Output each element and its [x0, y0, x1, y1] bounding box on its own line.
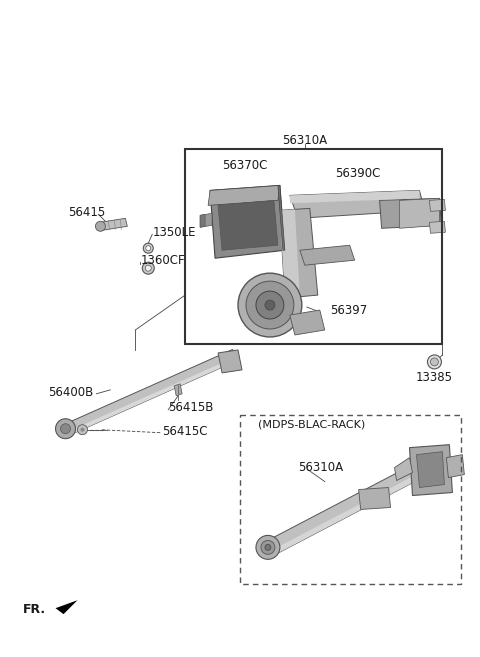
- Polygon shape: [200, 214, 212, 227]
- Text: 56370C: 56370C: [222, 159, 267, 172]
- Polygon shape: [359, 487, 391, 509]
- Text: 1360CF: 1360CF: [140, 254, 185, 267]
- Text: (MDPS-BLAC-RACK): (MDPS-BLAC-RACK): [258, 420, 365, 430]
- Circle shape: [238, 273, 302, 337]
- Polygon shape: [63, 357, 238, 437]
- Polygon shape: [280, 208, 318, 298]
- Text: FR.: FR.: [23, 602, 46, 616]
- Text: 56415C: 56415C: [162, 425, 208, 438]
- Text: 56415B: 56415B: [168, 401, 214, 415]
- Circle shape: [265, 545, 271, 551]
- Circle shape: [77, 424, 87, 435]
- Polygon shape: [210, 185, 285, 258]
- Polygon shape: [395, 458, 412, 480]
- Polygon shape: [399, 198, 439, 228]
- Polygon shape: [446, 455, 464, 478]
- Circle shape: [96, 221, 106, 231]
- Polygon shape: [100, 218, 127, 231]
- Circle shape: [81, 428, 84, 432]
- Bar: [240, 415, 461, 584]
- Polygon shape: [280, 210, 300, 298]
- Circle shape: [146, 246, 151, 251]
- Text: 56400B: 56400B: [48, 386, 94, 399]
- Text: 1350LE: 1350LE: [152, 226, 196, 238]
- Polygon shape: [218, 350, 242, 373]
- Polygon shape: [278, 185, 285, 250]
- Circle shape: [256, 291, 284, 319]
- Polygon shape: [290, 191, 424, 218]
- Circle shape: [265, 300, 275, 310]
- Polygon shape: [290, 191, 420, 204]
- Polygon shape: [417, 451, 444, 487]
- Polygon shape: [409, 445, 452, 495]
- Polygon shape: [430, 199, 445, 212]
- Text: 13385: 13385: [416, 371, 453, 384]
- Polygon shape: [218, 200, 278, 250]
- Circle shape: [60, 424, 71, 434]
- Polygon shape: [430, 221, 445, 233]
- Polygon shape: [60, 350, 238, 437]
- Text: 56397: 56397: [330, 304, 367, 317]
- Text: 56390C: 56390C: [335, 167, 380, 180]
- Circle shape: [431, 358, 438, 366]
- Circle shape: [256, 535, 280, 559]
- Circle shape: [145, 265, 151, 271]
- Text: 56310A: 56310A: [282, 134, 327, 147]
- Circle shape: [142, 262, 154, 274]
- Polygon shape: [380, 198, 442, 228]
- Circle shape: [144, 243, 153, 253]
- Polygon shape: [174, 384, 182, 396]
- Text: 56310A: 56310A: [298, 461, 343, 474]
- Text: 56415: 56415: [69, 206, 106, 219]
- Polygon shape: [56, 600, 77, 614]
- Polygon shape: [290, 310, 325, 335]
- Polygon shape: [264, 453, 443, 556]
- Polygon shape: [269, 462, 443, 556]
- Circle shape: [56, 419, 75, 439]
- Circle shape: [261, 541, 275, 555]
- Bar: [185, 148, 443, 344]
- Polygon shape: [300, 245, 355, 265]
- Circle shape: [246, 281, 294, 329]
- Polygon shape: [208, 185, 280, 206]
- Polygon shape: [200, 214, 205, 227]
- Circle shape: [428, 355, 442, 369]
